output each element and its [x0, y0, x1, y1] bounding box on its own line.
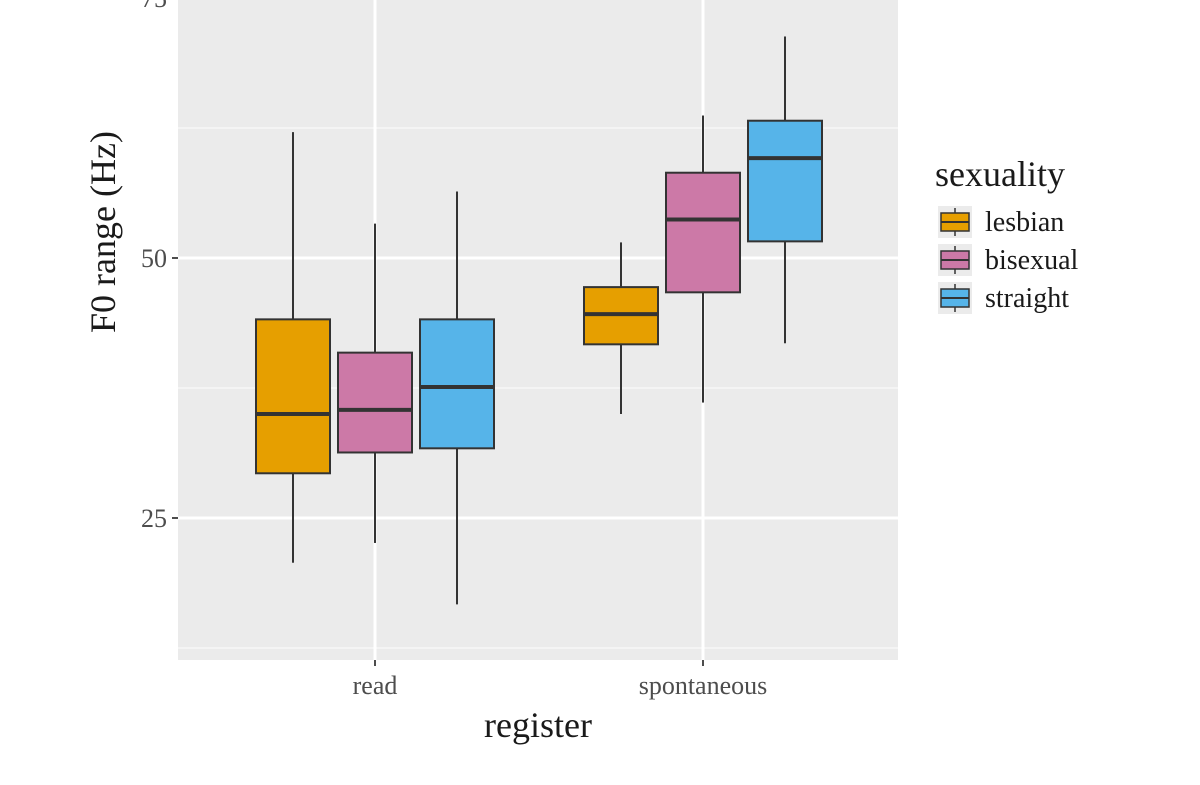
- box-lesbian-spontaneous: [583, 242, 659, 414]
- box-iqr: [665, 171, 741, 294]
- box-iqr: [337, 351, 413, 454]
- legend-label: bisexual: [985, 245, 1079, 276]
- box-bisexual-spontaneous: [665, 115, 741, 403]
- box-bisexual-read: [337, 223, 413, 543]
- box-lesbian-read: [255, 132, 331, 563]
- box-iqr: [747, 119, 823, 243]
- legend-item-lesbian: lesbian: [938, 206, 1064, 238]
- axis-ticks: 25 50 75 read spontaneous: [141, 0, 767, 700]
- x-tick-label: spontaneous: [639, 671, 768, 700]
- box-straight-spontaneous: [747, 36, 823, 344]
- y-axis-title: F0 range (Hz): [83, 131, 123, 333]
- legend: sexuality lesbian bisexual straight: [935, 154, 1079, 314]
- y-tick-label: 75: [141, 0, 167, 13]
- box-straight-read: [419, 191, 495, 605]
- legend-item-straight: straight: [938, 282, 1069, 314]
- legend-title: sexuality: [935, 154, 1065, 194]
- box-iqr: [419, 318, 495, 450]
- y-tick-label: 50: [141, 244, 167, 273]
- legend-item-bisexual: bisexual: [938, 244, 1079, 276]
- boxes: [255, 36, 823, 605]
- legend-label: lesbian: [985, 207, 1064, 238]
- legend-label: straight: [985, 283, 1069, 314]
- y-tick-label: 25: [141, 504, 167, 533]
- x-axis-title: register: [484, 705, 592, 745]
- box-iqr: [255, 318, 331, 475]
- x-tick-label: read: [353, 671, 398, 700]
